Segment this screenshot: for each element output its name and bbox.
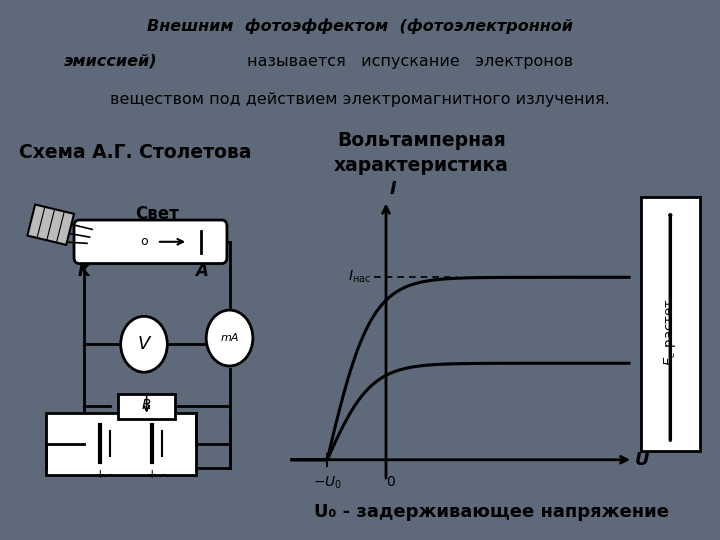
Text: Вольтамперная
характеристика: Вольтамперная характеристика (334, 131, 508, 174)
Text: -: - (160, 468, 164, 482)
Text: mA: mA (220, 333, 239, 343)
Text: V: V (138, 335, 150, 353)
Text: о: о (140, 235, 148, 248)
FancyBboxPatch shape (45, 413, 196, 475)
Text: +: + (146, 468, 157, 482)
Text: Внешним  фотоэффектом  (фотоэлектронной: Внешним фотоэффектом (фотоэлектронной (147, 18, 573, 33)
Polygon shape (27, 205, 74, 245)
Text: эмиссией): эмиссией) (63, 54, 157, 69)
Text: называется   испускание   электронов: называется испускание электронов (247, 54, 573, 69)
Circle shape (206, 310, 253, 366)
Text: $-U_0$: $-U_0$ (312, 475, 342, 491)
Text: U₀ - задерживающее напряжение: U₀ - задерживающее напряжение (314, 503, 669, 521)
Text: K: K (78, 262, 91, 280)
Text: 0: 0 (387, 475, 395, 489)
FancyBboxPatch shape (641, 197, 700, 451)
Text: $E_e$ растет: $E_e$ растет (662, 298, 678, 366)
Text: Свет: Свет (135, 205, 179, 222)
Text: $I_{\rm нас}$: $I_{\rm нас}$ (348, 269, 371, 286)
Circle shape (121, 316, 167, 372)
Text: R: R (142, 398, 151, 412)
FancyArrowPatch shape (670, 215, 671, 440)
Text: Схема А.Г. Столетова: Схема А.Г. Столетова (19, 143, 251, 162)
Text: +: + (94, 468, 105, 482)
FancyBboxPatch shape (118, 394, 175, 419)
Text: U: U (635, 451, 649, 469)
FancyBboxPatch shape (74, 220, 227, 264)
Text: -: - (108, 468, 112, 482)
Text: A: A (194, 262, 207, 280)
Text: I: I (389, 180, 396, 198)
Text: веществом под действием электромагнитного излучения.: веществом под действием электромагнитног… (110, 92, 610, 107)
